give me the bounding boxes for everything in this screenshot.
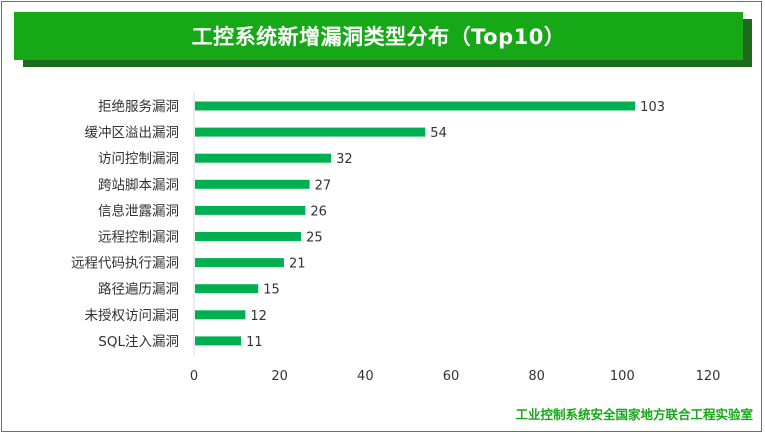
source-footer: 工业控制系统安全国家地方联合工程实验室 xyxy=(515,407,753,422)
x-tick-label: 0 xyxy=(190,369,198,384)
value-label: 11 xyxy=(246,335,263,350)
bar xyxy=(195,232,302,241)
category-label: 路径遍历漏洞 xyxy=(98,282,179,298)
bar xyxy=(195,258,284,268)
x-tick-label: 20 xyxy=(271,369,288,384)
value-label: 26 xyxy=(310,204,327,219)
bar xyxy=(195,101,636,111)
bar xyxy=(195,205,306,215)
x-tick-label: 60 xyxy=(443,369,460,384)
bar xyxy=(195,284,259,294)
category-label: 远程控制漏洞 xyxy=(98,230,179,246)
category-label: 未授权访问漏洞 xyxy=(85,307,180,324)
x-tick-label: 120 xyxy=(696,369,721,384)
value-label: 12 xyxy=(250,309,267,324)
category-label: 跨站脚本漏洞 xyxy=(98,177,179,193)
x-tick-label: 40 xyxy=(357,369,374,384)
value-label: 27 xyxy=(315,178,332,193)
bar xyxy=(195,127,426,137)
value-label: 21 xyxy=(289,257,306,272)
chart-title: 工控系统新增漏洞类型分布（Top10） xyxy=(191,25,566,49)
x-tick-label: 100 xyxy=(610,369,635,384)
x-tick-label: 80 xyxy=(528,369,545,384)
category-label: 信息泄露漏洞 xyxy=(98,202,179,219)
bar xyxy=(195,179,310,189)
value-label: 15 xyxy=(263,283,280,298)
category-label: 远程代码执行漏洞 xyxy=(71,256,179,272)
value-label: 25 xyxy=(306,231,323,246)
category-label: 拒绝服务漏洞 xyxy=(98,99,179,115)
bar xyxy=(195,310,246,320)
category-label: SQL注入漏洞 xyxy=(98,334,179,350)
title-bar: 工控系统新增漏洞类型分布（Top10） xyxy=(14,12,743,60)
bar xyxy=(195,336,242,346)
value-label: 32 xyxy=(336,152,353,167)
value-label: 54 xyxy=(430,126,447,141)
bar xyxy=(195,153,332,163)
category-label: 访问控制漏洞 xyxy=(98,151,179,167)
category-label: 缓冲区溢出漏洞 xyxy=(85,125,180,141)
value-label: 103 xyxy=(640,100,665,115)
